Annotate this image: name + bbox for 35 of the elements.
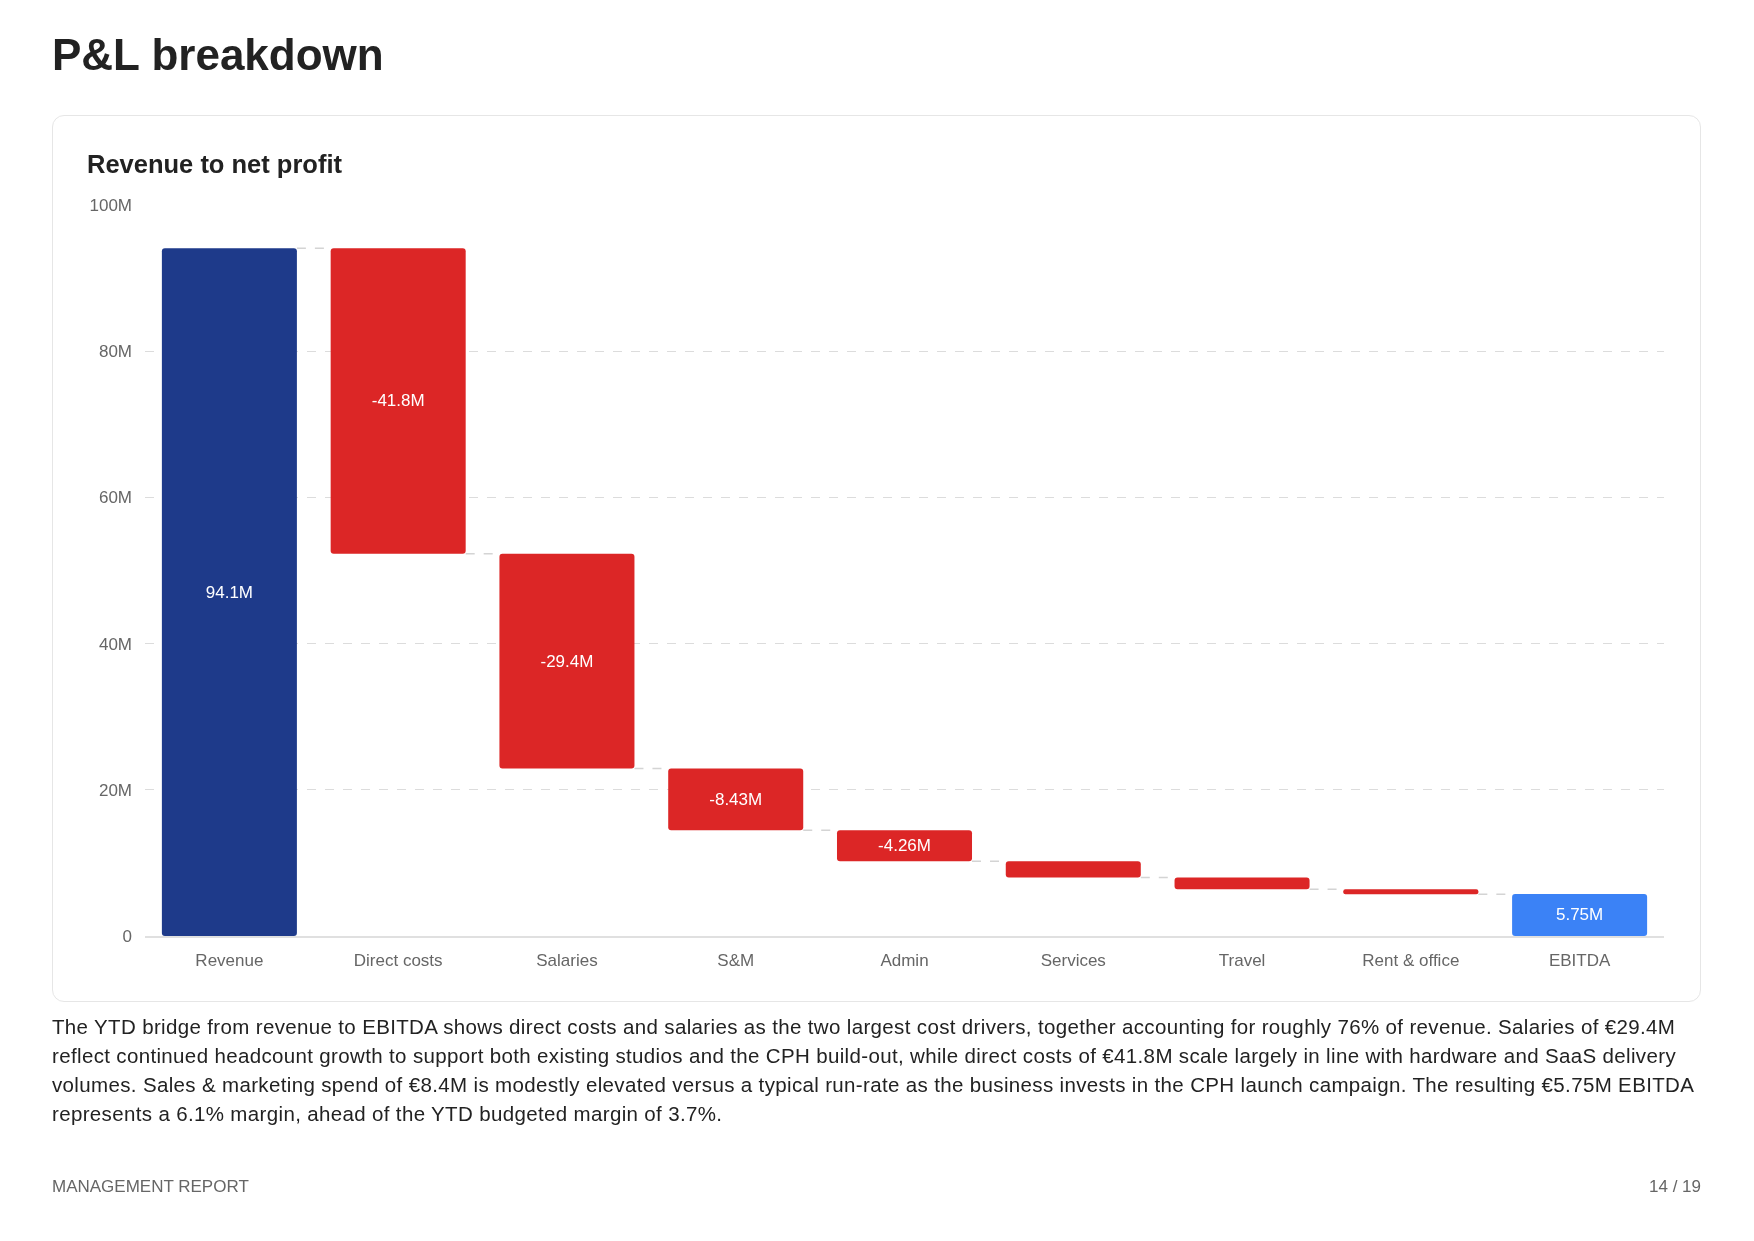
text: The YTD bridge from revenue to EBITDA shows direct costs and salaries as the two largest cost drivers, together accounting for roughly 76% of revenue. Salaries of €29.4M reflect continued headcount growth to support both existing studios and the CPH build-out, while direct costs of €41.8M scale largely in line with hardware and SaaS delivery volumes. Sales & marketing spend of €8.4M is modestly elevated versus a typical run-rate as the business invests in the CPH launch campaign. The resulting €5.75M EBITDA represents a 6.1% margin, ahead of the YTD budgeted margin of 3.7%. [52, 1014, 1695, 1127]
text: MANAGEMENT REPORT [52, 1177, 249, 1197]
data-label: 5.75M [1555, 905, 1604, 925]
x-tick-label: Revenue [195, 950, 264, 970]
y-tick-label: 0 [122, 926, 132, 946]
bar [1343, 889, 1479, 895]
chart-subtitle: Revenue to net profit [87, 150, 343, 179]
x-tick-label: Travel [1218, 950, 1266, 970]
bar [1174, 877, 1310, 890]
text: 14 / 19 [1649, 1177, 1701, 1197]
y-tick-label: 40M [98, 634, 132, 654]
bar [1512, 893, 1648, 936]
x-tick-label: Direct costs [353, 950, 443, 970]
bar [499, 553, 635, 769]
x-tick-label: Admin [880, 950, 929, 970]
x-tick-label: Rent & office [1362, 950, 1460, 970]
x-tick-label: S&M [717, 950, 755, 970]
y-tick-label: 80M [98, 342, 132, 362]
y-tick-label: 100M [89, 195, 132, 215]
data-label: -8.43M [709, 789, 763, 809]
bar [161, 248, 297, 936]
bar [836, 830, 973, 862]
y-tick-label: 20M [98, 780, 132, 800]
bar [1005, 861, 1141, 878]
data-label: -29.4M [540, 651, 594, 671]
y-tick-label: 60M [98, 488, 132, 508]
bar [668, 768, 804, 831]
chart-title: P&L breakdown [52, 30, 384, 80]
data-label: 94.1M [205, 582, 254, 602]
x-tick-label: Salaries [536, 950, 598, 970]
data-label: -41.8M [371, 391, 425, 411]
data-label: -4.26M [878, 836, 931, 856]
x-tick-label: Services [1040, 950, 1106, 970]
bar [330, 248, 466, 554]
x-tick-label: EBITDA [1548, 950, 1611, 970]
